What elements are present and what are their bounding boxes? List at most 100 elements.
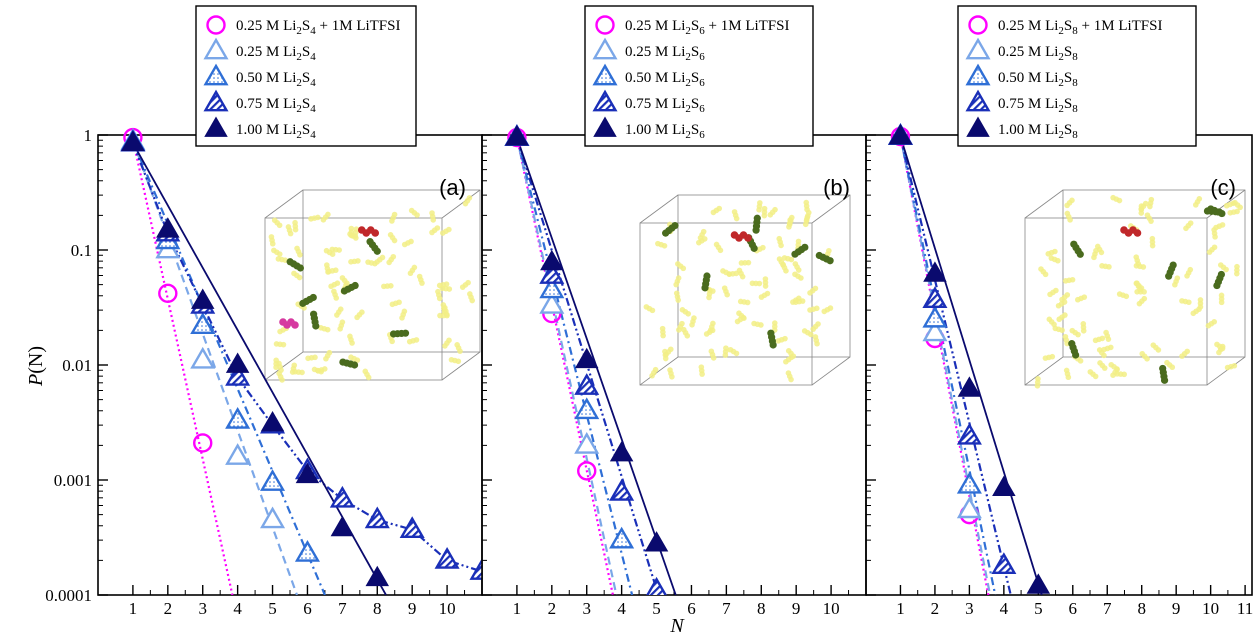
x-tick-label: 3 — [965, 599, 974, 618]
y-tick-label: 0.0001 — [45, 586, 92, 605]
legend-marker — [592, 37, 618, 60]
series-4-point — [646, 576, 668, 595]
series-2-point — [190, 346, 216, 369]
y-tick-label: 0.1 — [71, 241, 92, 260]
legend: 0.25 M Li2S8 + 1M LiTFSI 0.25 M Li2S8 0.50… — [957, 5, 1197, 147]
legend: 0.25 M Li2S6 + 1M LiTFSI 0.25 M Li2S6 0.50… — [584, 5, 814, 147]
legend-marker — [203, 63, 229, 86]
series-4-point — [399, 516, 425, 539]
series-2-point — [922, 319, 948, 342]
legend-entry: 0.50 M Li2S6 — [625, 70, 705, 89]
x-tick-label: 2 — [931, 599, 940, 618]
panel-label: (a) — [439, 175, 466, 200]
series-3-point — [956, 471, 982, 494]
series-5-fit-line — [899, 136, 1043, 595]
series-2-fit-line — [515, 137, 618, 595]
series-3-point — [574, 397, 600, 420]
series-3-point — [190, 312, 216, 334]
x-tick-label: 8 — [757, 599, 766, 618]
series-3-point — [260, 469, 286, 491]
series-4-point — [609, 479, 635, 501]
series-4-point — [991, 552, 1017, 574]
legend-marker — [592, 63, 618, 86]
series-5-point — [190, 288, 215, 309]
legend-marker — [965, 63, 991, 86]
series-4-point — [922, 286, 948, 309]
x-tick-label: 10 — [1202, 599, 1219, 618]
legend-marker — [593, 116, 617, 137]
x-tick-label: 5 — [268, 599, 277, 618]
series-3-fit-line — [515, 137, 634, 595]
x-tick-label: 9 — [792, 599, 801, 618]
data-layer — [120, 127, 482, 595]
panel-b: 1 2 3 4 5 6 7 8 9 10(b)0.25 M Li2S6 + 1M LiTFSI0.… — [481, 5, 867, 618]
series-2-fit-line — [131, 139, 299, 595]
series-1-fit-line — [131, 138, 234, 595]
legend-entry: 0.75 M Li2S6 — [625, 96, 705, 115]
series-3-fit-line — [899, 136, 997, 595]
legend-entry: 0.50 M Li2S4 — [236, 70, 316, 89]
x-tick-label: 5 — [1034, 599, 1043, 618]
legend-entry: 0.25 M Li2S6 — [625, 44, 705, 63]
x-tick-label: 6 — [687, 599, 696, 618]
series-3-point — [539, 276, 565, 299]
series-5-point — [505, 125, 529, 146]
x-tick-label: 8 — [1137, 599, 1146, 618]
legend: 0.25 M Li2S4 + 1M LiTFSI 0.25 M Li2S4 0.50… — [195, 5, 417, 147]
y-tick-label: 0.01 — [62, 356, 92, 375]
series-4-point — [434, 546, 460, 569]
data-layer — [504, 124, 677, 595]
simulation-snapshot-image — [639, 194, 851, 386]
series-5-point — [888, 124, 913, 145]
series-5-point — [365, 565, 390, 587]
legend-entry: 0.25 M Li2S6 + 1M LiTFSI — [625, 18, 790, 37]
series-5-point — [330, 515, 355, 537]
x-tick-label: 7 — [722, 599, 731, 618]
legend-entry: 0.25 M Li2S4 — [236, 44, 316, 63]
x-tick-label: 1 — [896, 599, 905, 618]
legend-marker — [206, 15, 226, 35]
series-5-point — [609, 440, 634, 462]
series-4-point — [469, 558, 482, 580]
series-3-point — [225, 406, 251, 429]
panel-label: (c) — [1210, 175, 1236, 200]
series-3-point — [922, 305, 948, 328]
panel-c: 1 2 3 4 5 6 7 8 9 10 11 (c) 0.25 M Li2S8 + 1M LiTFSI… — [865, 5, 1253, 618]
x-tick-label: 5 — [652, 599, 661, 618]
legend-marker — [965, 89, 991, 112]
series-5-point — [574, 347, 599, 369]
series-2-fit-line — [899, 136, 992, 595]
series-5-point — [156, 217, 180, 238]
x-tick-label: 4 — [617, 599, 626, 618]
simulation-snapshot-image — [1024, 189, 1246, 389]
x-tick-label: 3 — [198, 599, 207, 618]
legend-marker — [204, 116, 228, 137]
series-5-point — [957, 376, 982, 397]
x-tick-label: 10 — [823, 599, 840, 618]
panel-label: (b) — [823, 175, 850, 200]
legend-marker — [966, 116, 990, 137]
x-axis-title: N — [669, 615, 685, 636]
series-5-point — [295, 462, 320, 484]
y-axis-title: P(N) — [25, 346, 47, 387]
x-tick-label: 6 — [303, 599, 312, 618]
legend-entry: 1.00 M Li2S6 — [625, 122, 705, 141]
series-4-point — [956, 422, 982, 445]
series-4-point — [364, 506, 390, 529]
series-4-point — [225, 364, 251, 386]
series-3-point — [294, 539, 320, 562]
legend-marker — [968, 15, 988, 35]
series-5-point — [644, 531, 669, 552]
series-4-point — [574, 373, 600, 395]
x-tick-label: 6 — [1069, 599, 1078, 618]
series-5-point — [540, 249, 564, 271]
legend-entry: 0.50 M Li2S8 — [998, 70, 1078, 89]
legend-entry: 0.75 M Li2S4 — [236, 96, 316, 115]
legend-marker — [595, 15, 615, 35]
legend-marker — [592, 89, 618, 112]
series-5-point — [260, 410, 285, 432]
legend-marker — [203, 89, 229, 112]
legend-entry: 0.75 M Li2S8 — [998, 96, 1078, 115]
y-tick-label: 1 — [84, 126, 93, 145]
